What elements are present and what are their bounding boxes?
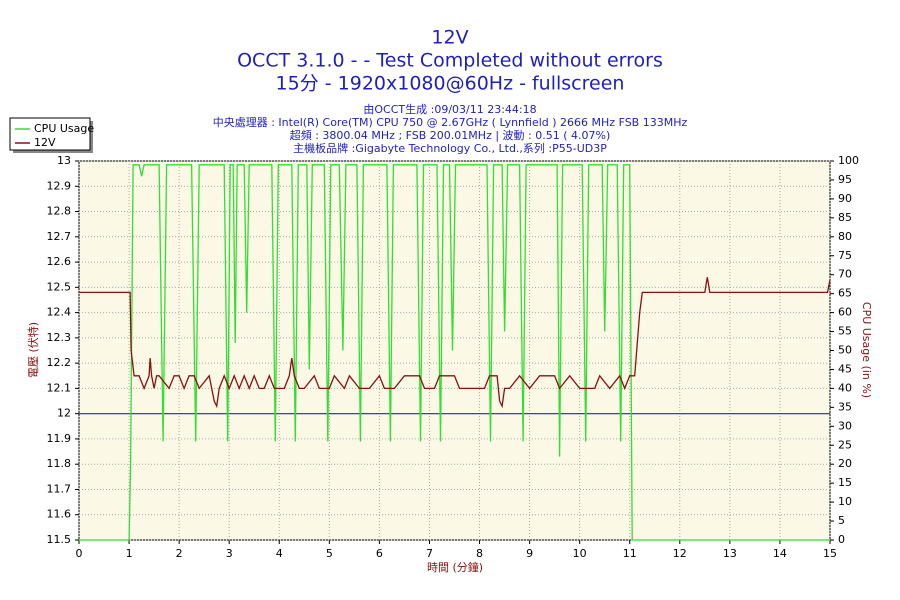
legend-label: CPU Usage [34, 122, 94, 135]
y2-tick-label: 5 [838, 514, 845, 527]
y2-tick-label: 40 [838, 381, 852, 394]
y2-tick-label: 20 [838, 457, 852, 470]
y2-tick-label: 80 [838, 230, 852, 243]
x-tick-label: 0 [76, 547, 83, 560]
x-tick-label: 1 [126, 547, 133, 560]
y2-tick-label: 70 [838, 268, 852, 281]
chart-title: 12V [431, 27, 468, 49]
x-tick-label: 7 [426, 547, 433, 560]
y2-tick-label: 30 [838, 419, 852, 432]
series-line [79, 277, 831, 409]
x-tick-label: 8 [476, 547, 483, 560]
y-tick-label: 12.9 [47, 179, 72, 192]
y-tick-label: 12.2 [47, 356, 72, 369]
y2-tick-label: 50 [838, 344, 852, 357]
x-tick-label: 6 [376, 547, 383, 560]
y-tick-label: 13 [57, 154, 71, 167]
x-tick-label: 12 [673, 547, 687, 560]
info-line: 主機板品牌 :Gigabyte Technology Co., Ltd.,系列 … [293, 141, 607, 155]
chart-subtitle: OCCT 3.1.0 - - Test Completed without er… [237, 50, 663, 72]
y2-tick-label: 85 [838, 211, 852, 224]
x-tick-label: 2 [176, 547, 183, 560]
y-tick-label: 12.5 [47, 280, 72, 293]
y-tick-label: 11.5 [47, 533, 72, 546]
y-tick-label: 12.6 [47, 255, 72, 268]
y-tick-label: 11.6 [47, 508, 72, 521]
x-tick-label: 10 [573, 547, 587, 560]
y2-tick-label: 75 [838, 249, 852, 262]
y2-tick-label: 15 [838, 476, 852, 489]
x-tick-label: 13 [723, 547, 737, 560]
x-tick-label: 5 [326, 547, 333, 560]
y2-tick-label: 0 [838, 533, 845, 546]
x-tick-label: 15 [823, 547, 837, 560]
y-tick-label: 12.3 [47, 331, 72, 344]
x-tick-label: 11 [623, 547, 637, 560]
y2-tick-label: 25 [838, 438, 852, 451]
y2-tick-label: 65 [838, 287, 852, 300]
x-tick-label: 3 [226, 547, 233, 560]
y-tick-label: 12 [57, 407, 71, 420]
y2-tick-label: 45 [838, 362, 852, 375]
y2-tick-label: 55 [838, 325, 852, 338]
x-tick-label: 4 [276, 547, 283, 560]
y-tick-label: 12.8 [47, 205, 72, 218]
x-axis-label: 時間 (分鐘) [427, 560, 483, 574]
y-tick-label: 12.4 [47, 306, 72, 319]
y2-tick-label: 95 [838, 173, 852, 186]
chart-subtitle: 15分 - 1920x1080@60Hz - fullscreen [276, 73, 625, 95]
y-tick-label: 11.7 [47, 482, 72, 495]
info-line: 超頻 : 3800.04 MHz ; FSB 200.01MHz | 波動 : … [290, 128, 611, 142]
y2-axis-label: CPU Usage (in %) [860, 302, 873, 398]
y2-tick-label: 10 [838, 495, 852, 508]
y-tick-label: 12.1 [47, 381, 72, 394]
y2-tick-label: 90 [838, 192, 852, 205]
y-tick-label: 11.9 [47, 432, 72, 445]
y-axis-label: 電壓 (伏特) [26, 322, 40, 378]
y2-tick-label: 35 [838, 400, 852, 413]
legend-label: 12V [34, 136, 56, 149]
info-line: 由OCCT生成 :09/03/11 23:44:18 [363, 102, 536, 116]
x-tick-label: 14 [773, 547, 787, 560]
series-line [79, 164, 830, 541]
info-line: 中央處理器 : Intel(R) Core(TM) CPU 750 @ 2.67… [213, 115, 688, 129]
y-tick-label: 12.7 [47, 230, 72, 243]
y-tick-label: 11.8 [47, 457, 72, 470]
y2-tick-label: 60 [838, 306, 852, 319]
legend [9, 117, 91, 151]
y2-tick-label: 100 [838, 154, 859, 167]
x-tick-label: 9 [526, 547, 533, 560]
